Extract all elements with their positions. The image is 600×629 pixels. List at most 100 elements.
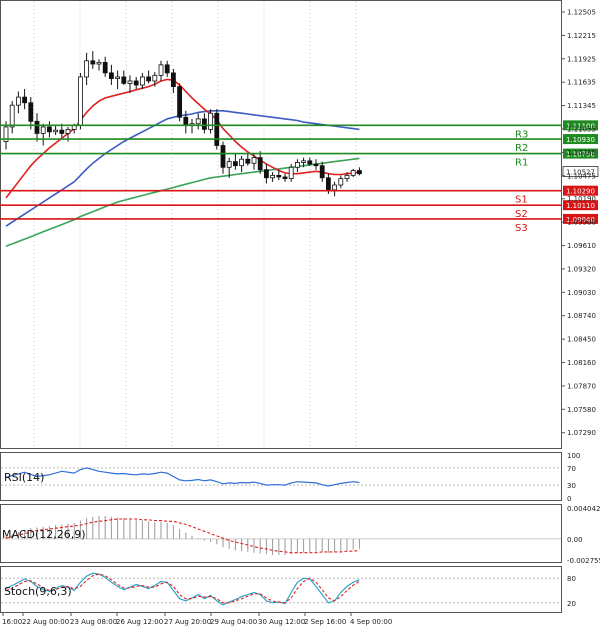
macd-tick-label: 0.00 (567, 536, 583, 544)
candles (3, 51, 362, 197)
candle-body (59, 129, 65, 134)
candle-body (177, 86, 183, 118)
candle-body (356, 170, 362, 175)
rsi-line (5, 467, 360, 487)
level-price-label: 1.10290 (566, 188, 595, 196)
candle-body (332, 184, 338, 191)
candle-body (65, 128, 71, 134)
candle-body (158, 64, 164, 76)
candle-body (263, 169, 269, 179)
grid (33, 1, 357, 448)
price-tick-label: 1.08160 (567, 359, 596, 367)
candle-body (127, 80, 133, 84)
time-label: 27 Aug 20:00 (164, 618, 211, 626)
level-name-s2: S2 (515, 209, 528, 220)
candle-body (3, 126, 9, 142)
level-price-box (563, 185, 598, 196)
candle-body (232, 161, 238, 167)
level-name-s1: S1 (515, 195, 528, 206)
candle-body (183, 116, 189, 126)
level-price-label: 1.11100 (566, 122, 595, 130)
rsi-panel (0, 452, 562, 501)
price-tick-label: 1.09320 (567, 265, 596, 273)
rsi-tick-label: 30 (567, 482, 576, 490)
time-label: 26 Aug 12:00 (116, 618, 163, 626)
level-price-box (563, 200, 598, 211)
candle-body (245, 158, 251, 164)
stoch-panel (0, 566, 562, 613)
ma-slow-line (5, 157, 360, 248)
pivot-levels: R3 1.11100 R2 1.10930 R1 1.10750 S1 1.10290 S2 1.… (0, 120, 599, 234)
candle-body (350, 170, 356, 176)
candle-body (22, 96, 28, 104)
candle-body (170, 72, 176, 88)
macd-panel (0, 504, 562, 563)
candle-body (9, 104, 15, 128)
price-tick-label: 1.09900 (567, 219, 596, 227)
time-label: 30 Aug 12:00 (258, 618, 305, 626)
candle-body (28, 102, 34, 122)
candle-body (301, 160, 307, 163)
time-label: 29 Aug 04:00 (210, 618, 257, 626)
candle-body (40, 126, 46, 134)
time-label: 22 Aug 00:00 (22, 618, 69, 626)
level-price-label: 1.10750 (566, 151, 595, 159)
price-tick-label: 1.11925 (567, 55, 596, 63)
time-label: 2 Sep 16:00 (304, 618, 346, 626)
price-axis: 1.12505 1.12215 1.11925 1.11635 1.11345 1.110… (561, 9, 596, 437)
candle-body (90, 60, 96, 65)
candle-body (84, 60, 89, 78)
candle-body (313, 163, 319, 167)
current-price-label: 1.10527 (566, 169, 595, 177)
stoch-tick-label: 80 (567, 575, 576, 583)
candle-body (47, 126, 52, 133)
candle-body (257, 157, 263, 171)
candle-body (115, 76, 120, 79)
candle-body (109, 72, 114, 79)
price-tick-label: 1.11345 (567, 102, 596, 110)
macd-tick-label: 0.004042 (567, 505, 600, 513)
price-tick-label: 1.12505 (567, 9, 596, 17)
time-label: 4 Sep 00:00 (350, 618, 392, 626)
candle-body (220, 145, 226, 168)
candle-body (282, 176, 288, 179)
moving-averages (5, 78, 360, 248)
ma-fast-line (5, 78, 360, 199)
level-price-box (563, 120, 598, 131)
level-name-s3: S3 (515, 223, 528, 234)
candle-body (288, 166, 294, 179)
level-price-box (563, 134, 598, 145)
candle-body (139, 76, 145, 86)
macd-label: MACD(12,26,9) (2, 528, 86, 541)
level-price-box (563, 148, 598, 159)
candle-body (146, 76, 152, 82)
candle-body (133, 80, 139, 86)
current-price-box (562, 166, 599, 177)
time-label: 16:00 (2, 618, 22, 626)
macd-tick-label: -0.002755 (567, 557, 600, 565)
price-tick-label: 1.09610 (567, 242, 596, 250)
stoch-tick-label: 20 (567, 600, 576, 608)
candle-body (152, 74, 158, 82)
price-tick-label: 1.07580 (567, 406, 596, 414)
candle-body (34, 120, 40, 134)
macd-signal-line (5, 518, 360, 554)
candle-body (15, 96, 21, 106)
candle-body (96, 62, 102, 65)
price-tick-label: 1.10190 (567, 195, 596, 203)
candle-body (344, 174, 350, 179)
price-tick-label: 1.07870 (567, 382, 596, 390)
price-tick-label: 1.08740 (567, 312, 596, 320)
rsi-tick-label: 0 (567, 495, 571, 503)
candle-body (294, 162, 300, 168)
candle-body (270, 174, 276, 179)
candle-body (53, 129, 58, 133)
candle-body (164, 64, 170, 74)
rsi-tick-label: 70 (567, 465, 576, 473)
level-price-label: 1.09940 (566, 216, 595, 224)
candle-body (102, 62, 108, 74)
candle-body (239, 158, 245, 167)
